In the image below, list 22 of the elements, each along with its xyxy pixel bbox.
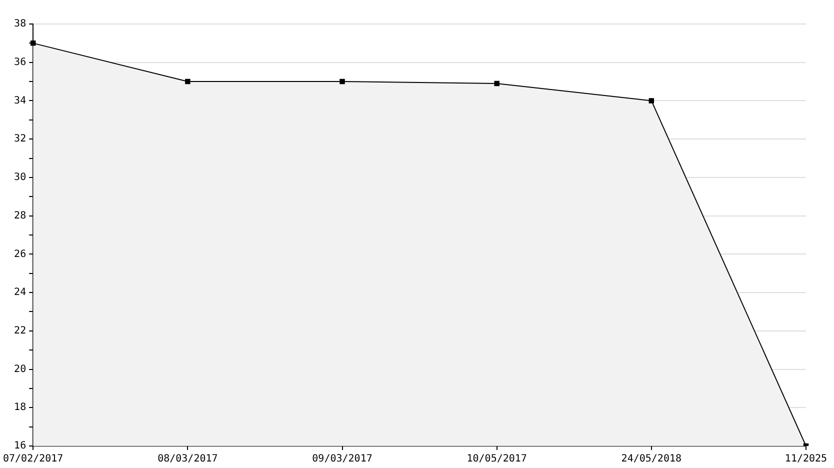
y-tick-label: 22 (14, 326, 26, 337)
x-tick-label: 11/2025 (784, 454, 828, 465)
y-tick-label: 38 (14, 18, 26, 30)
y-tick-label: 28 (14, 210, 26, 222)
y-tick-label: 30 (14, 172, 26, 184)
y-tick-label: 24 (14, 287, 26, 298)
y-tick-label: 34 (14, 95, 26, 106)
point (494, 80, 500, 86)
x-tick-label: 08/03/2017 (158, 454, 218, 465)
y-tick-label: 20 (14, 364, 26, 375)
y-tick-label: 36 (14, 56, 26, 68)
point (648, 98, 654, 104)
x-tick-label: 24/05/2018 (621, 454, 682, 465)
x-tick-label: 07/02/2017 (2, 454, 64, 465)
y-tick-label: 26 (14, 248, 26, 260)
y-tick-label: 16 (14, 440, 26, 452)
point (340, 78, 345, 84)
y-tick-label: 18 (14, 402, 26, 414)
x-tick-label: 09/03/2017 (312, 454, 372, 465)
x-tick-label: 10/05/2017 (466, 454, 527, 465)
y-tick-label: 32 (14, 134, 26, 145)
point (185, 78, 190, 84)
